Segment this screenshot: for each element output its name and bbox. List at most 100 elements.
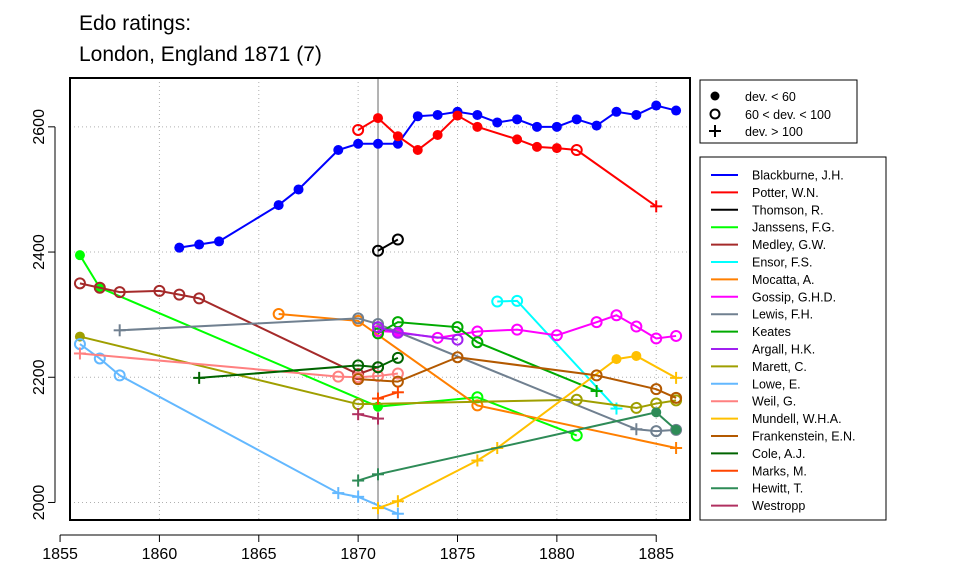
series-line-2 [377, 238, 399, 252]
data-point-2-0 [372, 244, 385, 257]
data-point-0-16 [551, 121, 562, 132]
data-point-14-1 [391, 495, 404, 508]
data-point-14-5 [631, 350, 642, 361]
plot-frame [69, 77, 691, 521]
data-point-0-1 [194, 239, 205, 250]
data-point-13-0 [73, 347, 86, 360]
data-point-0-13 [492, 117, 503, 128]
x-tick-label-1870: 1870 [340, 546, 376, 563]
legend-label-16: Cole, A.J. [752, 447, 806, 461]
data-point-0-8 [392, 138, 403, 149]
series-14 [372, 350, 683, 515]
data-point-6-3 [670, 442, 683, 455]
legend-label-6: Mocatta, A. [752, 273, 815, 287]
data-point-12-1 [93, 352, 106, 365]
data-point-11-2 [570, 393, 583, 406]
data-point-18-2 [651, 407, 662, 418]
data-point-10-0 [372, 321, 385, 334]
data-point-4-5 [193, 292, 206, 305]
data-point-10-1 [391, 326, 404, 339]
data-point-0-15 [531, 121, 542, 132]
data-point-13-1 [332, 370, 345, 383]
series-line-8 [119, 317, 677, 433]
data-point-16-1 [352, 359, 365, 372]
player-legend: Blackburne, J.H. Potter, W.N. Thomson, R. J… [699, 156, 887, 521]
data-point-5-0 [491, 295, 504, 308]
data-point-17-0 [372, 392, 385, 405]
data-point-4-4 [173, 288, 186, 301]
series-2 [372, 233, 404, 257]
series-1 [352, 110, 663, 213]
data-point-0-19 [611, 106, 622, 117]
data-point-15-3 [590, 369, 603, 382]
y-tick-label-2600: 2600 [31, 109, 48, 145]
data-point-8-1 [352, 312, 365, 325]
legend-label-7: Gossip, G.H.D. [752, 290, 836, 304]
data-point-15-5 [670, 391, 683, 404]
legend-label-13: Weil, G. [752, 395, 796, 409]
data-point-7-8 [630, 320, 643, 333]
data-point-1-5 [452, 110, 463, 121]
series-17 [372, 386, 404, 405]
x-tick-label-1880: 1880 [539, 546, 575, 563]
data-point-18-3 [671, 424, 682, 435]
data-point-9-4 [590, 385, 603, 398]
series-15 [352, 351, 683, 404]
x-tick-label-1865: 1865 [241, 546, 277, 563]
data-point-1-9 [551, 143, 562, 154]
data-point-0-6 [353, 138, 364, 149]
series-line-9 [377, 321, 597, 392]
data-point-7-7 [610, 309, 623, 322]
x-tick-label-1855: 1855 [42, 546, 78, 563]
data-point-12-3 [332, 487, 345, 500]
data-point-1-7 [512, 134, 523, 145]
series-10 [372, 321, 464, 346]
data-point-14-2 [471, 454, 484, 467]
data-point-8-3 [630, 423, 643, 436]
series-line-13 [79, 352, 399, 379]
data-point-4-0 [73, 277, 86, 290]
data-point-14-6 [670, 371, 683, 384]
data-point-9-2 [451, 321, 464, 334]
legend-label-2: Thomson, R. [752, 203, 824, 217]
filled-circle-icon [710, 91, 720, 101]
series-line-11 [79, 335, 677, 409]
legend-label-3: Janssens, F.G. [752, 221, 835, 235]
marker-legend-label-dev-60-100: 60 < dev. < 100 [745, 108, 831, 122]
series-line-12 [79, 343, 399, 515]
data-point-17-1 [391, 386, 404, 399]
series-line-16 [199, 356, 399, 379]
data-point-0-0 [174, 242, 185, 253]
series-12 [73, 338, 404, 520]
data-point-0-2 [214, 236, 225, 247]
series-6 [272, 308, 683, 455]
data-point-0-10 [432, 109, 443, 120]
legend-label-9: Keates [752, 325, 791, 339]
legend-label-5: Ensor, F.S. [752, 256, 812, 270]
data-point-0-9 [412, 111, 423, 122]
data-point-1-1 [373, 113, 384, 124]
series-line-10 [377, 326, 458, 341]
data-point-1-2 [392, 131, 403, 142]
data-point-15-2 [451, 351, 464, 364]
data-point-7-9 [650, 332, 663, 345]
data-point-5-1 [511, 294, 524, 307]
data-point-12-5 [391, 507, 404, 520]
plus-icon [709, 125, 721, 137]
legend-label-18: Hewitt, T. [752, 482, 803, 496]
legend-label-10: Argall, H.K. [752, 343, 815, 357]
series-line-4 [79, 282, 379, 376]
data-point-0-12 [472, 109, 483, 120]
data-point-4-3 [153, 284, 166, 297]
data-point-0-22 [671, 105, 682, 116]
data-point-1-3 [412, 144, 423, 155]
data-point-10-2 [451, 333, 464, 346]
data-point-0-4 [293, 184, 304, 195]
series-line-17 [377, 391, 399, 400]
data-point-0-21 [651, 100, 662, 111]
data-point-14-4 [611, 354, 622, 365]
data-point-16-2 [372, 361, 385, 374]
data-point-6-2 [471, 399, 484, 412]
series-line-6 [278, 313, 677, 449]
